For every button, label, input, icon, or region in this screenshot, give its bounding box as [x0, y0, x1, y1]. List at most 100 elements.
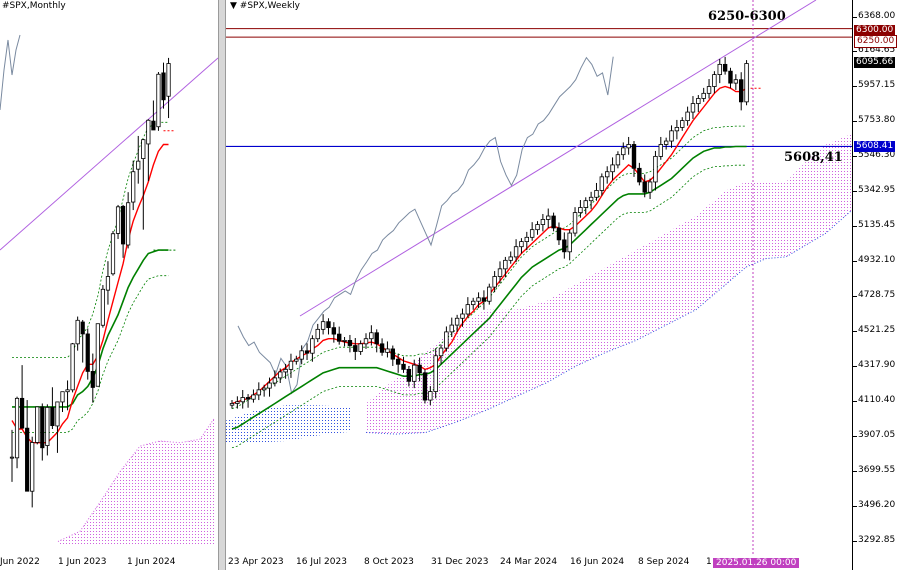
candle-body [60, 391, 65, 403]
candle-body [100, 288, 105, 326]
candle-body [717, 63, 722, 75]
candle-body [151, 120, 156, 131]
candle-body [240, 397, 245, 403]
weekly-time-label: 16 Jun 2024 [570, 557, 625, 567]
candle-body [35, 406, 40, 443]
tenkan-sen [11, 143, 169, 444]
candle-body [647, 181, 653, 193]
candle-body [722, 63, 728, 72]
candle-body [251, 394, 256, 400]
axis-tick [853, 506, 857, 507]
candle-body [460, 313, 465, 319]
weekly-time-label: 23 Apr 2023 [228, 557, 284, 567]
candle-body [353, 345, 358, 352]
weekly-chart[interactable] [226, 0, 852, 570]
weekly-time-label: 31 Dec 2023 [431, 557, 489, 567]
support-level-annotation: 5608,41 [784, 150, 843, 165]
candle-body [141, 139, 146, 160]
candle-body [166, 63, 171, 97]
candle-body [680, 120, 685, 128]
axis-tick-label: 5342.95 [858, 185, 896, 195]
candle-body [110, 233, 116, 275]
candle-body [417, 364, 422, 374]
candle-body [503, 259, 508, 270]
candle-body [519, 241, 524, 248]
kijun-envelope-lower [231, 164, 747, 449]
axis-tick [853, 331, 857, 332]
axis-tick-label: 4110.40 [858, 395, 896, 405]
monthly-chart[interactable] [0, 0, 218, 570]
candle-body [19, 397, 25, 429]
candle-body [706, 86, 712, 94]
candle-body [476, 297, 481, 302]
weekly-chart-title: ▼ #SPX,Weekly [230, 1, 300, 11]
axis-tick-label: 6164.65 [858, 45, 896, 55]
candle-body [363, 338, 369, 345]
candle-body [337, 333, 342, 342]
kijun-sen [12, 249, 169, 408]
candle-body [315, 328, 320, 340]
candle-body [739, 79, 744, 103]
axis-tick [853, 191, 857, 192]
candle-body [428, 391, 433, 401]
candle-body [294, 358, 299, 362]
candle-body [465, 304, 471, 315]
axis-tick-label: 4728.75 [858, 290, 896, 300]
candle-body [45, 406, 50, 446]
candle-body [637, 167, 642, 183]
candle-body [621, 147, 626, 156]
weekly-chart-panel[interactable]: ▼ #SPX,Weekly 6250-6300 5608,41 23 Apr 2… [226, 0, 852, 570]
candle-body [288, 360, 294, 370]
candle-body [572, 212, 578, 234]
candle-body [481, 297, 487, 302]
candle-body [642, 181, 647, 193]
candle-body [358, 343, 363, 352]
candle-body [25, 427, 30, 492]
candle-body [433, 355, 438, 392]
candle-body [669, 130, 674, 142]
monthly-time-label: Jun 2022 [0, 557, 40, 567]
candle-body [65, 389, 70, 393]
axis-tick [853, 17, 857, 18]
monthly-chart-title: #SPX,Monthly [2, 1, 66, 11]
candle-body [347, 340, 353, 346]
candle-body [470, 300, 476, 306]
candle-body [342, 340, 347, 342]
candle-body [578, 207, 583, 214]
candle-body [728, 70, 733, 84]
axis-tick-label: 6368.00 [858, 11, 896, 21]
candle-body [535, 224, 540, 231]
candle-body [674, 127, 680, 132]
candle-body [701, 92, 706, 99]
candle-body [540, 219, 546, 225]
monthly-chart-panel[interactable]: #SPX,Monthly Jun 2022 1 Jun 2023 1 Jun 2… [0, 0, 218, 570]
candle-body [604, 171, 610, 178]
candle-body [663, 140, 669, 145]
candle-body [95, 323, 100, 387]
candle-body [524, 236, 529, 242]
kijun-envelope-lower [12, 275, 169, 433]
candle-body [412, 364, 417, 382]
candle-body [105, 276, 111, 291]
ichimoku-cloud [58, 418, 214, 545]
axis-tick [853, 261, 857, 262]
candle-body [9, 456, 15, 459]
candle-body [261, 387, 267, 391]
candle-body [245, 397, 251, 400]
candle-body [422, 372, 428, 401]
candle-body [583, 200, 588, 208]
candle-body [304, 350, 310, 354]
candle-body [70, 343, 75, 391]
price-axis[interactable]: 6368.00 6164.65 5957.15 5753.80 5546.30 … [852, 0, 900, 570]
candle-body [235, 401, 240, 404]
candle-body [696, 98, 701, 104]
panel-separator[interactable] [218, 0, 226, 570]
axis-tick [853, 156, 857, 157]
candle-body [50, 406, 55, 427]
candle-body [712, 74, 717, 87]
trendline [0, 57, 218, 251]
axis-tick-label: 4932.10 [858, 255, 896, 265]
weekly-time-label: 8 Sep 2024 [638, 557, 690, 567]
candle-body [438, 347, 444, 357]
candle-body [444, 331, 449, 349]
